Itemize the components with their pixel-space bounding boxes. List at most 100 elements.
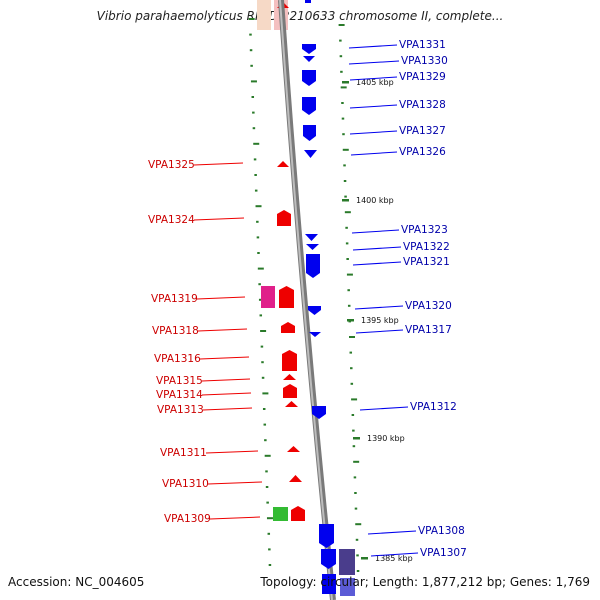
tick-mark — [347, 304, 351, 307]
tick-mark — [345, 226, 348, 229]
label-leader-line — [354, 305, 404, 310]
forward-gene-label: VPA1328 — [399, 99, 446, 111]
tick-mark — [266, 517, 273, 520]
tick-mark — [264, 454, 271, 457]
reverse-gene-label: VPA1313 — [157, 404, 204, 416]
tick-mark — [339, 55, 343, 58]
label-leader-line — [205, 450, 259, 454]
label-leader-line — [367, 530, 417, 535]
tick-mark — [350, 367, 353, 370]
label-leader-line — [193, 162, 244, 166]
label-leader-line — [193, 217, 245, 221]
tick-mark — [344, 211, 351, 214]
tick-mark — [267, 532, 271, 535]
tick-mark — [256, 236, 260, 239]
forward-gene-block — [322, 574, 336, 594]
tick-mark — [352, 429, 355, 432]
tick-mark — [252, 127, 256, 130]
tick-mark — [346, 273, 353, 276]
tick-mark — [254, 189, 258, 192]
label-leader-line — [201, 392, 252, 396]
reverse-gene-shape — [279, 286, 294, 308]
tick-mark — [356, 570, 360, 572]
forward-gene-shape — [302, 97, 316, 115]
kbp-markers: 1405 kbp 1400 kbp 1395 kbp 1390 kbp 1385 kbp — [342, 78, 413, 563]
reverse-gene-shape — [287, 446, 300, 452]
reverse-gene-shape — [282, 350, 297, 371]
tick-mark — [343, 180, 347, 182]
tick-mark — [258, 298, 262, 301]
forward-gene-label: VPA1326 — [399, 146, 446, 158]
tick-mark — [339, 39, 342, 42]
forward-gene-shape — [302, 44, 316, 54]
kbp-tick — [347, 319, 354, 322]
reverse-gene-shape — [291, 506, 305, 521]
tick-mark — [255, 205, 262, 208]
forward-gene-shape — [303, 56, 315, 62]
forward-gene-shape — [303, 125, 316, 141]
gene-shapes — [261, 0, 355, 596]
tick-mark — [260, 330, 267, 332]
reverse-gene-label: VPA1316 — [154, 353, 201, 365]
tick-mark — [257, 267, 264, 270]
reverse-gene-shape — [283, 374, 296, 380]
label-leader-line — [197, 328, 248, 332]
accession-text: Accession: NC_004605 — [8, 575, 145, 589]
forward-gene-label: VPA1322 — [403, 241, 450, 253]
tick-mark — [344, 195, 347, 198]
map-title: Vibrio parahaemolyticus RIMD 2210633 chr… — [96, 9, 504, 23]
tick-mark — [342, 148, 349, 151]
tick-mark — [353, 460, 360, 463]
forward-gene-block — [305, 0, 311, 3]
tick-mark — [341, 102, 344, 104]
forward-gene-shape — [309, 332, 321, 337]
forward-gene-shape — [306, 254, 320, 278]
tick-mark — [249, 49, 253, 52]
tick-mark — [253, 158, 257, 161]
reverse-gene-label: VPA1311 — [160, 447, 207, 459]
forward-gene-shape — [302, 70, 316, 86]
label-leaders — [193, 44, 419, 557]
tick-mark — [260, 345, 264, 348]
tick-mark — [263, 423, 267, 426]
tick-mark — [347, 289, 350, 292]
kbp-tick — [353, 437, 360, 440]
label-leader-line — [199, 356, 250, 360]
forward-gene-label: VPA1331 — [399, 39, 446, 51]
tick-mark — [355, 538, 359, 541]
tick-mark — [250, 80, 257, 83]
tick-mark — [261, 361, 264, 364]
tick-mark — [345, 242, 349, 245]
tick-mark — [262, 392, 269, 395]
tick-mark — [338, 24, 345, 26]
label-leader-line — [370, 552, 419, 557]
tick-mark — [268, 548, 271, 551]
tick-mark — [350, 382, 354, 385]
purple-gene-block — [339, 549, 355, 575]
forward-gene-shape — [308, 306, 321, 315]
tick-track-left — [248, 18, 273, 566]
reverse-gene-shape — [283, 384, 297, 398]
forward-gene-label: VPA1320 — [405, 300, 452, 312]
reverse-gene-label: VPA1324 — [148, 214, 195, 226]
forward-gene-label: VPA1323 — [401, 224, 448, 236]
label-leader-line — [202, 407, 253, 411]
tick-mark — [250, 64, 253, 67]
tick-mark — [356, 554, 359, 557]
kbp-tick — [361, 557, 368, 560]
forward-gene-shape — [312, 406, 326, 419]
label-leader-line — [348, 44, 398, 49]
tick-mark — [258, 283, 261, 286]
label-leader-line — [352, 261, 402, 266]
kbp-label: 1405 kbp — [356, 78, 394, 87]
forward-gene-label: VPA1307 — [420, 547, 467, 559]
label-leader-line — [207, 481, 263, 485]
tick-mark — [354, 492, 357, 494]
tick-mark — [259, 314, 263, 317]
tick-mark — [248, 18, 255, 20]
reverse-gene-label: VPA1325 — [148, 159, 195, 171]
kbp-label: 1395 kbp — [361, 316, 399, 325]
label-leader-line — [352, 246, 402, 251]
label-leader-line — [349, 76, 398, 81]
